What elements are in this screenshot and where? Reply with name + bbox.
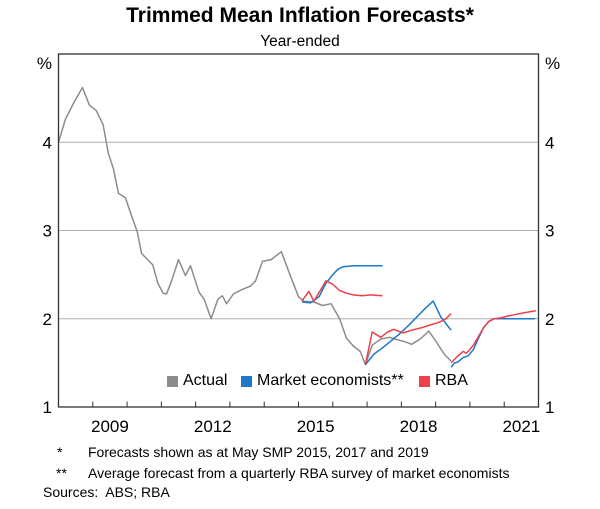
footnote-2-text: Average forecast from a quarterly RBA su… (88, 465, 510, 481)
y-axis-label-right-2: 2 (545, 310, 554, 329)
series-me2019 (450, 318, 536, 368)
x-axis-label-2018: 2018 (400, 417, 438, 436)
footnote-1-text: Forecasts shown as at May SMP 2015, 2017… (88, 444, 429, 460)
y-axis-label-right-1: 1 (545, 398, 554, 417)
series-actual (57, 86, 452, 366)
y-axis-label-right-4: 4 (545, 133, 554, 152)
y-axis-label-left-1: 1 (43, 398, 52, 417)
y-axis-unit-left: % (37, 54, 52, 73)
x-axis-label-2021: 2021 (502, 417, 540, 436)
y-axis-label-right-3: 3 (545, 222, 554, 241)
series-me2015 (301, 265, 383, 304)
series-rba2015 (301, 280, 383, 302)
legend-item-market-economists: Market economists** (241, 372, 404, 389)
series-rba2019 (450, 310, 536, 364)
sources-note: Sources: ABS; RBA (43, 484, 170, 500)
y-axis-unit-right: % (545, 54, 560, 73)
market-economists-legend-swatch (241, 375, 252, 387)
chart-subtitle: Year-ended (260, 33, 340, 50)
rba-legend-label: RBA (435, 372, 468, 389)
x-axis-label-2009: 2009 (91, 417, 129, 436)
x-axis-label-2012: 2012 (194, 417, 232, 436)
chart-title: Trimmed Mean Inflation Forecasts* (126, 4, 474, 27)
series-me2017 (364, 300, 452, 366)
legend-item-actual: Actual (167, 372, 228, 389)
footnote-2-marker: ** (56, 465, 67, 481)
actual-legend-label: Actual (183, 372, 228, 389)
series-rba2017 (364, 312, 452, 365)
legend-item-rba: RBA (419, 372, 468, 389)
market-economists-legend-label: Market economists** (257, 372, 404, 389)
footnote-1-marker: * (57, 444, 63, 460)
rba-legend-swatch (419, 375, 430, 387)
x-axis-label-2015: 2015 (297, 417, 335, 436)
y-axis-label-left-4: 4 (43, 133, 52, 152)
y-axis-label-left-3: 3 (43, 222, 52, 241)
y-axis-label-left-2: 2 (43, 310, 52, 329)
actual-legend-swatch (167, 375, 178, 387)
